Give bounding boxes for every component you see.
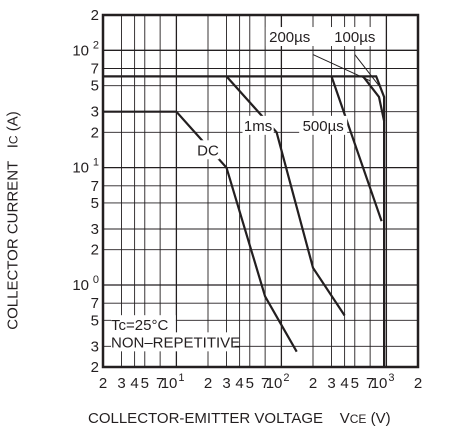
label-100us: 100µs (330, 27, 379, 47)
x-tick-label: 2 (309, 375, 317, 392)
annotation-temperature-bg (111, 315, 176, 335)
x-tick-labels: 2 3 4 5 710 1 2 3 4 5 710 2 2 3 4 5 710 3 2 (99, 372, 422, 392)
x-tick-label: 10 (161, 375, 178, 392)
annotation-temperature: Tc=25°C (111, 315, 176, 335)
y-tick-label: 5 (91, 78, 99, 95)
x-tick-label: 3 (222, 375, 230, 392)
y-tick-label: 7 (91, 60, 99, 77)
y-tick-label: 2 (91, 242, 99, 259)
y-tick-label: 2 (91, 124, 99, 141)
x-tick-label: 2 (414, 375, 422, 392)
x-tick-label: 5 (141, 375, 149, 392)
label-500us-bg (299, 115, 348, 135)
y-tick-label: 3 (91, 338, 99, 355)
annotation-nonrepetitive-text: NON–REPETITIVE (111, 334, 240, 351)
x-tick-label: 4 (235, 375, 243, 392)
label-100us-text: 100µs (334, 29, 375, 46)
x-axis-unit: (V) (370, 410, 391, 427)
label-dc: DC (196, 140, 220, 160)
y-tick-exponent: 1 (93, 157, 99, 169)
series-layer (103, 75, 386, 367)
leader-line (354, 54, 380, 86)
label-1ms: 1ms (242, 115, 274, 135)
y-tick-label: 10 (72, 160, 89, 177)
x-tick-label: 4 (130, 375, 138, 392)
label-1ms-text: 1ms (244, 118, 272, 135)
x-axis-title: COLLECTOR-EMITTER VOLTAGE VCE (V) (88, 410, 391, 427)
series-line-200s (362, 75, 386, 122)
series-line-100s (103, 75, 386, 367)
y-tick-label: 10 (72, 42, 89, 59)
y-tick-label: 3 (91, 104, 99, 121)
y-axis-symbol-sub: C (6, 134, 21, 144)
y-axis-title: COLLECTOR CURRENT IC (A) (2, 60, 24, 380)
x-axis-symbol-sub: CE (349, 412, 367, 426)
label-200us-bg (265, 27, 314, 47)
series-line-500s (330, 76, 383, 222)
label-100us-bg (330, 27, 379, 47)
annotation-temperature-text: Tc=25°C (111, 317, 168, 334)
label-200us-text: 200µs (269, 29, 310, 46)
y-axis-title-main: COLLECTOR CURRENT (4, 160, 22, 330)
x-tick-label: 2 (99, 375, 107, 392)
series-labels: DC 1ms 500µs 200µs 100µs (196, 27, 380, 160)
x-tick-label: 10 (266, 375, 283, 392)
x-tick-label: 5 (351, 375, 359, 392)
x-tick-label: 10 (371, 375, 388, 392)
x-tick-exponent: 3 (388, 372, 394, 384)
annotation-nonrepetitive-bg (111, 332, 235, 352)
x-tick-exponent: 1 (178, 372, 184, 384)
x-axis-title-main: COLLECTOR-EMITTER VOLTAGE (88, 410, 324, 427)
y-tick-label: 3 (91, 221, 99, 238)
y-tick-label: 2 (91, 7, 99, 24)
plot-frame (101, 13, 420, 369)
label-500us: 500µs (299, 115, 348, 135)
y-axis-symbol: I (4, 143, 22, 148)
label-dc-bg (196, 140, 220, 160)
x-tick-label: 3 (327, 375, 335, 392)
y-tick-label: 5 (91, 195, 99, 212)
annotation-nonrepetitive: NON–REPETITIVE (111, 332, 240, 352)
series-line-dc (103, 110, 298, 353)
x-tick-label: 5 (246, 375, 254, 392)
y-tick-label: 10 (72, 277, 89, 294)
y-tick-label: 5 (91, 312, 99, 329)
y-tick-label: 7 (91, 295, 99, 312)
y-tick-label: 2 (91, 359, 99, 376)
y-tick-label: 7 (91, 178, 99, 195)
x-axis-symbol: V (339, 410, 350, 427)
y-tick-exponent: 2 (93, 39, 99, 51)
gridlines (102, 14, 419, 368)
x-tick-label: 3 (117, 375, 125, 392)
x-tick-label: 2 (204, 375, 212, 392)
label-dc-text: DC (197, 142, 219, 159)
y-axis-unit: (A) (4, 110, 22, 131)
x-tick-label: 4 (340, 375, 348, 392)
x-tick-exponent: 2 (283, 372, 289, 384)
x-tick-label: 7 (366, 375, 374, 392)
label-1ms-bg (242, 115, 274, 135)
label-500us-text: 500µs (303, 118, 344, 135)
series-line-1ms (225, 75, 346, 317)
label-200us: 200µs (265, 27, 314, 47)
y-tick-exponent: 0 (93, 274, 99, 286)
x-tick-label: 7 (261, 375, 269, 392)
leader-line (312, 54, 371, 82)
x-tick-label: 7 (156, 375, 164, 392)
